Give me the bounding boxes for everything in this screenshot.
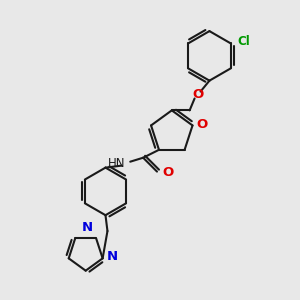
Text: HN: HN (108, 157, 125, 170)
Text: N: N (82, 221, 93, 234)
Text: O: O (162, 166, 173, 179)
Text: Cl: Cl (238, 35, 250, 48)
Text: N: N (106, 250, 118, 263)
Text: O: O (196, 118, 208, 131)
Text: O: O (192, 88, 203, 101)
